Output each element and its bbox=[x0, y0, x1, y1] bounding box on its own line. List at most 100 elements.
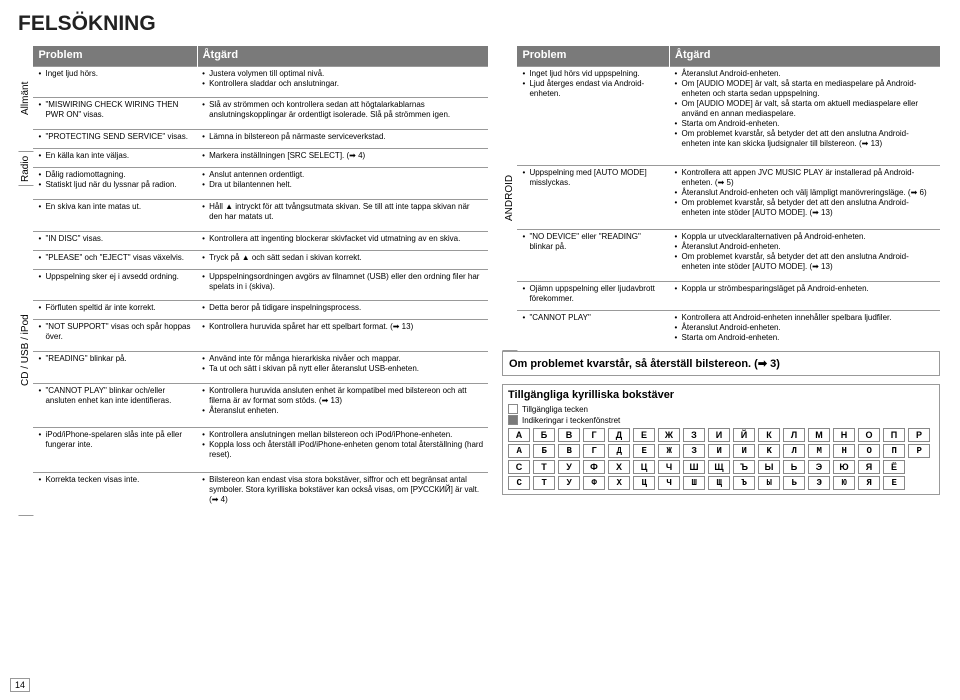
cyr-char: Ш bbox=[683, 476, 705, 490]
cyr-char: K bbox=[758, 444, 780, 458]
cyr-char: Г bbox=[583, 444, 605, 458]
problem-text: Uppspelning sker ej i avsedd ordning. bbox=[37, 272, 193, 282]
cyr-char: А bbox=[508, 428, 530, 442]
cyr-char: З bbox=[683, 444, 705, 458]
cyr-char: O bbox=[858, 444, 880, 458]
two-col-layout: Allmänt Radio CD / USB / iPod Problem Åt… bbox=[18, 46, 942, 516]
action-text: Markera inställningen [SRC SELECT]. (➡ 4… bbox=[201, 151, 484, 161]
cyr-char: Я bbox=[858, 460, 880, 474]
action-text: Kontrollera huruvida spåret har ett spel… bbox=[201, 322, 484, 332]
action-text: Lämna in bilstereon på närmaste servicev… bbox=[201, 132, 484, 142]
cyr-char: Ъ bbox=[733, 476, 755, 490]
th-action: Åtgärd bbox=[197, 46, 488, 66]
action-text: Starta om Android-enheten. bbox=[674, 333, 936, 343]
cyr-legend1: Tillgängliga tecken bbox=[508, 404, 934, 414]
action-cell: Använd inte för många hierarkiska nivåer… bbox=[197, 352, 488, 384]
problem-cell: Korrekta tecken visas inte. bbox=[33, 472, 197, 516]
action-text: Kontrollera att Android-enheten innehåll… bbox=[674, 313, 936, 323]
action-cell: Kontrollera att ingenting blockerar skiv… bbox=[197, 231, 488, 250]
action-cell: Koppla ur utvecklaralternativen på Andro… bbox=[670, 229, 940, 281]
right-table: Problem Åtgärd Inget ljud hörs vid uppsp… bbox=[517, 46, 940, 351]
table-row: "IN DISC" visas.Kontrollera att ingentin… bbox=[33, 231, 488, 250]
action-text: Slå av strömmen och kontrollera sedan at… bbox=[201, 100, 484, 120]
right-column: ANDROID Problem Åtgärd Inget ljud hörs v… bbox=[502, 46, 940, 516]
cyr-char: В bbox=[558, 428, 580, 442]
problem-text: Korrekta tecken visas inte. bbox=[37, 475, 193, 485]
sidelabel-general: Allmänt bbox=[18, 46, 33, 152]
cyr-char: P bbox=[908, 444, 930, 458]
problem-cell: Ojämn uppspelning eller ljudavbrott före… bbox=[517, 282, 669, 311]
problem-cell: En skiva kan inte matas ut. bbox=[33, 199, 197, 231]
swatch-plain bbox=[508, 404, 518, 414]
cyr-char: П bbox=[883, 444, 905, 458]
cyr-char: Л bbox=[783, 428, 805, 442]
table-row: Korrekta tecken visas inte. Bilstereon ka… bbox=[33, 472, 488, 516]
action-text: Om problemet kvarstår, så betyder det at… bbox=[674, 198, 936, 218]
cyr-char: Я bbox=[858, 476, 880, 490]
action-cell: Detta beror på tidigare inspelningsproce… bbox=[197, 301, 488, 320]
table-row: iPod/iPhone-spelaren slås inte på eller … bbox=[33, 428, 488, 472]
action-text: Håll ▲ intryckt för att tvångsutmata ski… bbox=[201, 202, 484, 222]
action-cell: Kontrollera huruvida ansluten enhet är k… bbox=[197, 383, 488, 427]
action-cell: Bilstereon kan endast visa stora bokstäv… bbox=[197, 472, 488, 516]
problem-text: "CANNOT PLAY" blinkar och/eller ansluten… bbox=[37, 386, 193, 406]
cyr-char: Э bbox=[808, 476, 830, 490]
th-action-r: Åtgärd bbox=[670, 46, 940, 66]
cyr-legend1-text: Tillgängliga tecken bbox=[522, 405, 588, 414]
problem-text: Förfluten speltid är inte korrekt. bbox=[37, 303, 193, 313]
action-text: Kontrollera anslutningen mellan bilstere… bbox=[201, 430, 484, 440]
table-row: "MISWIRING CHECK WIRING THEN PWR ON" vis… bbox=[33, 98, 488, 130]
cyr-char: E bbox=[633, 444, 655, 458]
problem-cell: "NOT SUPPORT" visas och spår hoppas över… bbox=[33, 320, 197, 352]
action-cell: Koppla ur strömbesparingsläget på Androi… bbox=[670, 282, 940, 311]
cyr-char: Ф bbox=[583, 476, 605, 490]
cyr-char: B bbox=[558, 444, 580, 458]
cyr-char: И bbox=[733, 444, 755, 458]
table-row: "READING" blinkar på.Använd inte för mån… bbox=[33, 352, 488, 384]
table-row: Dålig radiomottagning.Statiskt ljud när … bbox=[33, 168, 488, 200]
page-number: 14 bbox=[10, 678, 30, 692]
cyr-char: Л bbox=[783, 444, 805, 458]
sidelabel-radio: Radio bbox=[18, 152, 33, 186]
action-text: Återanslut enheten. bbox=[201, 406, 484, 416]
problem-cell: Förfluten speltid är inte korrekt. bbox=[33, 301, 197, 320]
action-text: Kontrollera att ingenting blockerar skiv… bbox=[201, 234, 484, 244]
action-cell: Kontrollera huruvida spåret har ett spel… bbox=[197, 320, 488, 352]
cyr-char: M bbox=[808, 444, 830, 458]
action-text: Ta ut och sätt i skivan på nytt eller åt… bbox=[201, 364, 484, 374]
problem-cell: Inget ljud hörs. bbox=[33, 66, 197, 98]
action-text: Kontrollera sladdar och anslutningar. bbox=[201, 79, 484, 89]
left-column: Allmänt Radio CD / USB / iPod Problem Åt… bbox=[18, 46, 488, 516]
cyr-char: Щ bbox=[708, 460, 730, 474]
cyr-char: У bbox=[558, 460, 580, 474]
action-text: Återanslut Android-enheten och välj lämp… bbox=[674, 188, 936, 198]
table-row: Förfluten speltid är inte korrekt. Detta … bbox=[33, 301, 488, 320]
cyr-char: Ё bbox=[883, 460, 905, 474]
problem-text: Uppspelning med [AUTO MODE] misslyckas. bbox=[521, 168, 665, 188]
table-row: "NO DEVICE" eller "READING" blinkar på.K… bbox=[517, 229, 940, 281]
action-text: Anslut antennen ordentligt. bbox=[201, 170, 484, 180]
table-row: "CANNOT PLAY"Kontrollera att Android-enh… bbox=[517, 311, 940, 351]
cyr-char: О bbox=[858, 428, 880, 442]
action-text: Kontrollera huruvida ansluten enhet är k… bbox=[201, 386, 484, 406]
cyr-char: Ю bbox=[833, 460, 855, 474]
problem-cell: Uppspelning med [AUTO MODE] misslyckas. bbox=[517, 165, 669, 229]
action-text: Uppspelningsordningen avgörs av filnamne… bbox=[201, 272, 484, 292]
problem-text: iPod/iPhone-spelaren slås inte på eller … bbox=[37, 430, 193, 450]
cyr-char: Ч bbox=[658, 476, 680, 490]
sidelabel-cd: CD / USB / iPod bbox=[18, 186, 33, 516]
cyr-char: Ж bbox=[658, 444, 680, 458]
right-table-wrap: ANDROID Problem Åtgärd Inget ljud hörs v… bbox=[502, 46, 940, 351]
problem-text: "NO DEVICE" eller "READING" blinkar på. bbox=[521, 232, 665, 252]
problem-cell: "READING" blinkar på. bbox=[33, 352, 197, 384]
problem-cell: iPod/iPhone-spelaren slås inte på eller … bbox=[33, 428, 197, 472]
cyr-char: Б bbox=[533, 428, 555, 442]
cyr-char: Ы bbox=[758, 476, 780, 490]
problem-cell: "MISWIRING CHECK WIRING THEN PWR ON" vis… bbox=[33, 98, 197, 130]
problem-cell: "NO DEVICE" eller "READING" blinkar på. bbox=[517, 229, 669, 281]
cyr-char: С bbox=[508, 460, 530, 474]
problem-cell: "CANNOT PLAY" blinkar och/eller ansluten… bbox=[33, 383, 197, 427]
cyr-char: Г bbox=[583, 428, 605, 442]
problem-cell: "PROTECTING SEND SERVICE" visas. bbox=[33, 130, 197, 149]
action-text: Starta om Android-enheten. bbox=[674, 119, 936, 129]
